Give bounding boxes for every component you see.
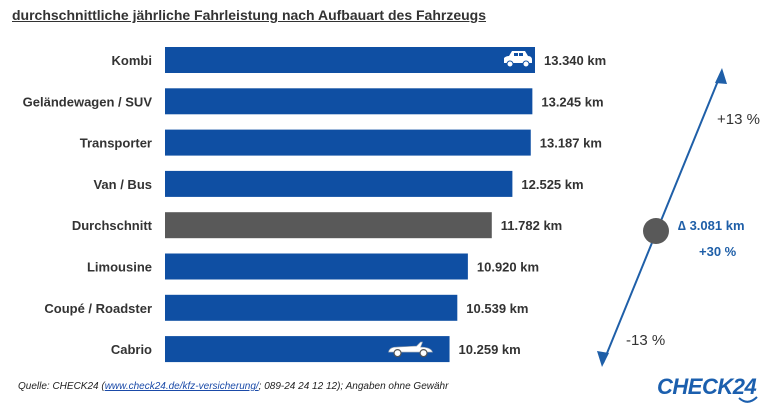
bar (165, 294, 458, 321)
value-label: 10.920 km (477, 260, 539, 275)
value-label: 13.187 km (540, 136, 602, 151)
category-label: Geländewagen / SUV (23, 94, 153, 109)
value-label: 11.782 km (501, 218, 562, 233)
value-label: 10.539 km (466, 301, 528, 316)
source-note: Quelle: CHECK24 (www.check24.de/kfz-vers… (18, 381, 448, 392)
source-suffix: ; 089-24 24 12 12); Angaben ohne Gewähr (258, 381, 449, 392)
bar (165, 253, 468, 280)
bar (165, 88, 533, 115)
car-icon (504, 51, 532, 68)
chart-title: durchschnittliche jährliche Fahrleistung… (12, 7, 487, 23)
comparison-arrow-line (602, 70, 723, 364)
annotation-delta-pct: +30 % (699, 244, 737, 259)
logo-swoosh-icon (738, 396, 758, 403)
value-label: 10.259 km (459, 342, 521, 357)
bar (165, 129, 531, 156)
comparison-arrow: +13 % -13 % ∆ 3.081 km +30 % (597, 68, 760, 367)
category-label: Cabrio (111, 342, 152, 357)
category-label: Kombi (112, 53, 152, 68)
value-label: 13.340 km (544, 53, 606, 68)
bar (165, 170, 513, 197)
bar (165, 212, 492, 239)
arrow-head-top (715, 68, 727, 84)
category-label: Van / Bus (93, 177, 152, 192)
arrow-head-bottom (597, 351, 609, 367)
value-label: 13.245 km (541, 94, 603, 109)
annotation-lower: -13 % (626, 332, 665, 349)
average-marker (643, 218, 669, 244)
annotation-upper: +13 % (717, 111, 760, 128)
convertible-icon (388, 341, 433, 358)
source-prefix: Quelle: CHECK24 ( (18, 381, 105, 392)
bars-layer: Kombi 13.340 km Geländewagen / SUV 13.245 k… (23, 47, 606, 363)
source-link[interactable]: www.check24.de/kfz-versicherung/ (104, 381, 259, 392)
bar (165, 47, 535, 73)
value-label: 12.525 km (521, 177, 583, 192)
category-label: Limousine (87, 260, 152, 275)
category-label: Transporter (80, 136, 152, 151)
category-label: Durchschnitt (72, 218, 153, 233)
check24-logo: CHECK24 (657, 374, 757, 399)
annotation-delta: ∆ 3.081 km (678, 218, 745, 233)
category-label: Coupé / Roadster (44, 301, 152, 316)
